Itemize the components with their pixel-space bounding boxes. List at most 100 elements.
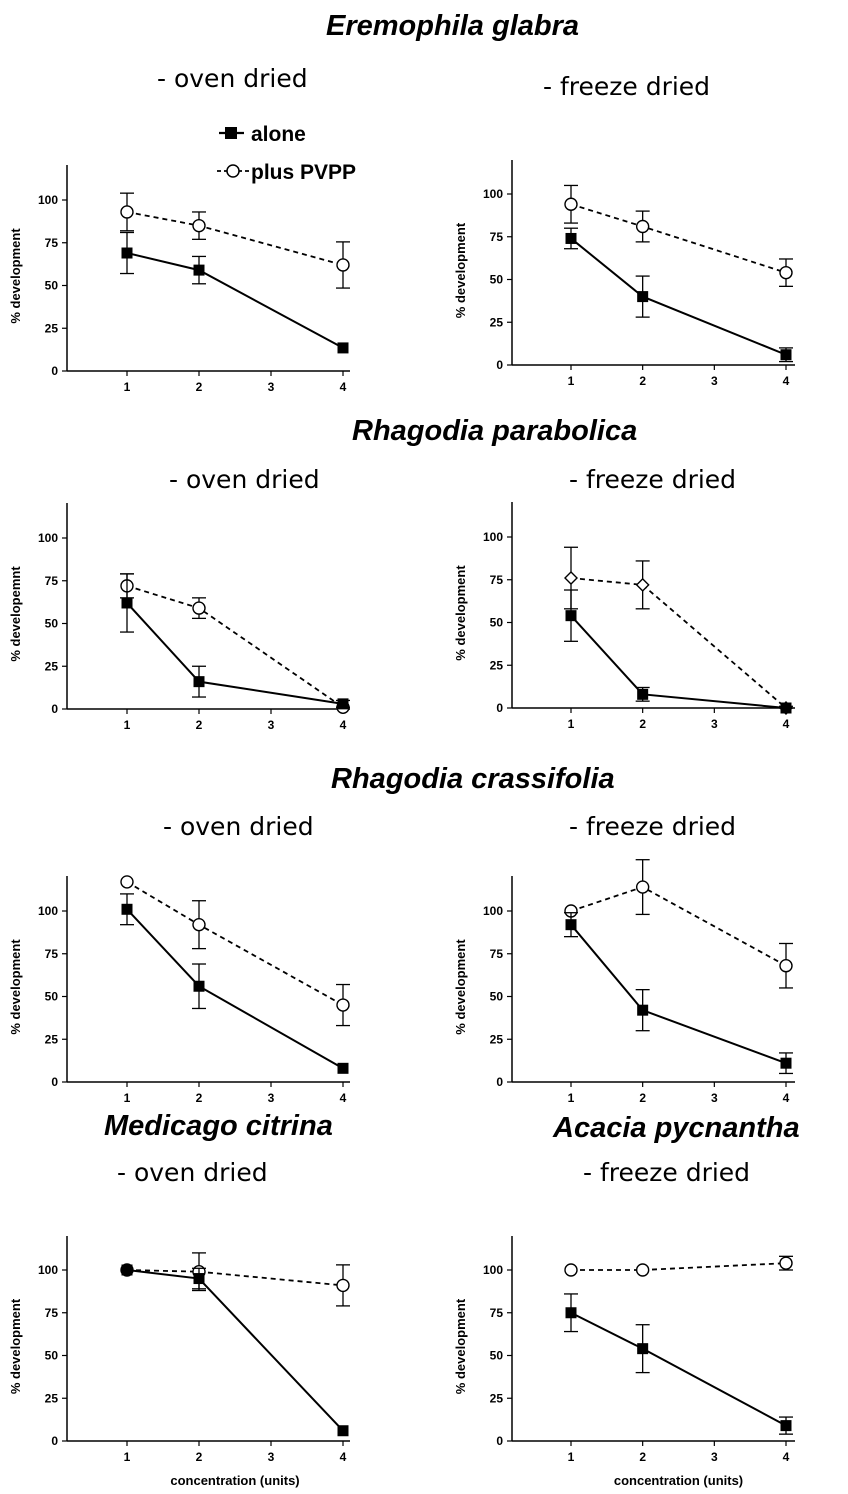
y-tick-label-0: 0	[496, 1075, 503, 1089]
point-alone-4	[780, 702, 792, 714]
y-axis-label: % development	[453, 1298, 468, 1394]
y-tick-label-75: 75	[490, 947, 504, 961]
point-alone-1	[565, 610, 577, 622]
y-tick-label-75: 75	[45, 236, 59, 250]
y-tick-label-0: 0	[496, 1434, 503, 1448]
subtitle-oven-1: - oven dried	[157, 64, 308, 93]
x-tick-label-1: 1	[568, 1091, 575, 1105]
y-tick-label-0: 0	[496, 358, 503, 372]
x-tick-label-2: 2	[639, 717, 646, 731]
x-axis-label: concentration (units)	[614, 1473, 743, 1488]
point-plus-pvpp-4	[779, 265, 793, 280]
y-tick-label-25: 25	[490, 315, 504, 329]
point-alone-2	[637, 688, 649, 700]
point-alone-1	[121, 903, 133, 915]
point-plus-pvpp-2	[635, 880, 650, 894]
subtitle-oven-3: - oven dried	[163, 812, 314, 841]
y-tick-label-50: 50	[490, 990, 504, 1004]
point-alone-2	[193, 1273, 205, 1285]
y-tick-label-50: 50	[45, 617, 59, 631]
point-alone-4	[337, 1062, 349, 1074]
y-axis-label: % development	[453, 939, 468, 1035]
point-plus-pvpp-1	[564, 571, 578, 586]
species-title-rhagodia-parabolica: Rhagodia parabolica	[352, 415, 638, 447]
x-tick-label-4: 4	[783, 717, 790, 731]
x-tick-label-3: 3	[711, 1091, 718, 1105]
x-tick-label-3: 3	[268, 1450, 275, 1464]
point-alone-4	[337, 342, 349, 354]
y-tick-label-100: 100	[38, 193, 58, 207]
x-tick-label-2: 2	[639, 1091, 646, 1105]
x-tick-label-3: 3	[268, 380, 275, 394]
subtitle-freeze-4: - freeze dried	[583, 1158, 751, 1187]
point-alone-1	[565, 919, 577, 931]
species-title-rhagodia-crassifolia: Rhagodia crassifolia	[331, 763, 615, 795]
point-plus-pvpp-2	[192, 601, 206, 615]
y-tick-label-50: 50	[490, 273, 504, 287]
subtitle-oven-2: - oven dried	[169, 465, 320, 494]
x-tick-label-4: 4	[783, 1450, 790, 1464]
y-tick-label-25: 25	[45, 321, 59, 335]
y-tick-label-100: 100	[38, 1263, 58, 1277]
point-alone-1	[121, 247, 133, 259]
y-tick-label-25: 25	[45, 1032, 59, 1046]
subtitle-freeze-2: - freeze dried	[569, 465, 737, 494]
point-alone-1	[121, 597, 133, 609]
y-tick-label-25: 25	[490, 1032, 504, 1046]
y-tick-label-0: 0	[51, 1434, 58, 1448]
x-tick-label-1: 1	[124, 1450, 131, 1464]
point-alone-4	[780, 1057, 792, 1069]
point-alone-1	[565, 232, 577, 244]
x-tick-label-1: 1	[568, 374, 575, 388]
point-alone-2	[193, 980, 205, 992]
point-alone-4	[337, 698, 349, 710]
x-tick-label-2: 2	[639, 1450, 646, 1464]
x-tick-label-4: 4	[340, 1091, 347, 1105]
y-tick-label-50: 50	[490, 1349, 504, 1363]
point-plus-pvpp-1	[120, 875, 134, 889]
y-axis-label: % development	[453, 222, 468, 318]
point-alone-1	[565, 1307, 577, 1319]
x-tick-label-3: 3	[711, 1450, 718, 1464]
point-alone-2	[193, 676, 205, 688]
point-plus-pvpp-4	[336, 1278, 350, 1293]
point-plus-pvpp-2	[192, 218, 206, 233]
y-tick-label-100: 100	[38, 904, 58, 918]
y-tick-label-50: 50	[45, 990, 59, 1004]
series-line-plus-pvpp	[571, 1262, 787, 1271]
y-tick-label-100: 100	[483, 530, 503, 544]
x-axis-label: concentration (units)	[170, 1473, 299, 1488]
y-tick-label-0: 0	[51, 702, 58, 716]
y-tick-label-50: 50	[45, 1349, 59, 1363]
point-alone-2	[637, 1004, 649, 1016]
x-tick-label-4: 4	[783, 374, 790, 388]
y-tick-label-75: 75	[45, 574, 59, 588]
x-tick-label-2: 2	[196, 1091, 203, 1105]
y-axis-label: % development	[8, 939, 23, 1035]
x-tick-label-1: 1	[124, 1091, 131, 1105]
point-plus-pvpp-1	[564, 197, 578, 211]
point-plus-pvpp-4	[779, 1256, 793, 1270]
x-tick-label-4: 4	[783, 1091, 790, 1105]
x-tick-label-1: 1	[124, 380, 131, 394]
x-tick-label-3: 3	[268, 718, 275, 732]
subtitle-oven-4: - oven dried	[117, 1158, 268, 1187]
y-tick-label-25: 25	[45, 659, 59, 673]
point-alone-4	[780, 349, 792, 361]
y-tick-label-100: 100	[483, 904, 503, 918]
x-tick-label-2: 2	[196, 380, 203, 394]
point-plus-pvpp-2	[635, 1263, 650, 1277]
y-tick-label-75: 75	[490, 573, 504, 587]
x-tick-label-1: 1	[568, 1450, 575, 1464]
x-tick-label-2: 2	[639, 374, 646, 388]
point-alone-4	[337, 1425, 349, 1437]
y-tick-label-0: 0	[51, 364, 58, 378]
y-tick-label-75: 75	[490, 230, 504, 244]
x-tick-label-3: 3	[711, 374, 718, 388]
point-alone-2	[637, 1343, 649, 1355]
point-plus-pvpp-2	[635, 577, 650, 592]
